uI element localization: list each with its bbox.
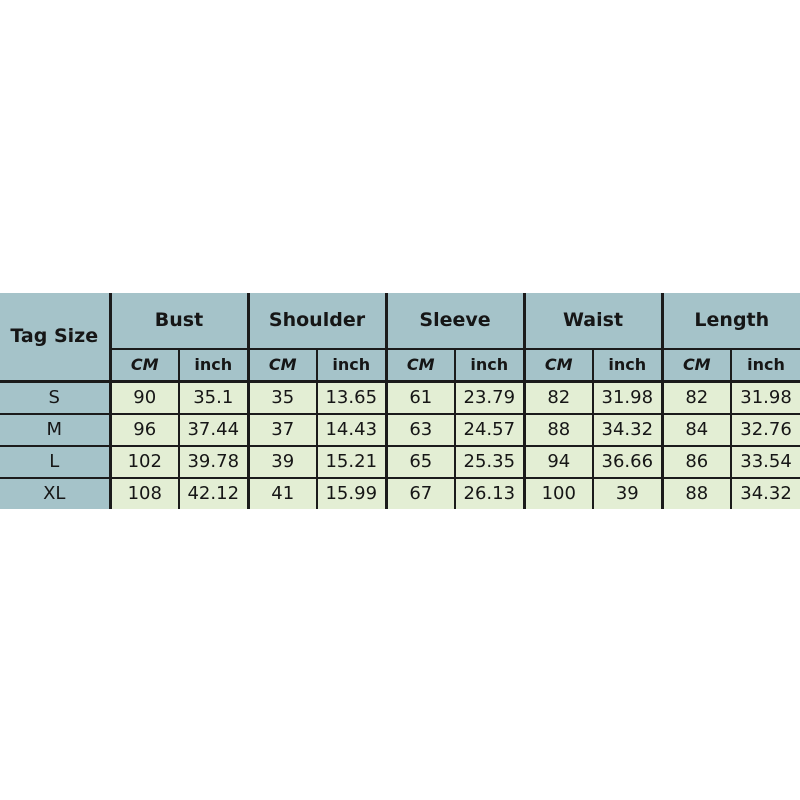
size-label: M — [0, 412, 112, 446]
size-label: XL — [0, 476, 112, 509]
value-cell: 82 — [522, 380, 594, 414]
value-cell: 84 — [660, 412, 732, 446]
value-cell: 63 — [384, 412, 456, 446]
value-cell: 39 — [246, 444, 317, 478]
table-row-s: S 90 35.1 35 13.65 61 23.79 82 31.98 82 … — [0, 380, 800, 414]
value-cell: 88 — [522, 412, 594, 446]
size-label: S — [0, 380, 112, 414]
value-cell: 15.99 — [315, 476, 387, 509]
unit-header-sleeve-cm: CM — [384, 349, 456, 383]
group-header-sleeve: Sleeve — [384, 293, 525, 350]
unit-header-bust-inch: inch — [178, 349, 248, 383]
value-cell: 14.43 — [315, 412, 387, 446]
table-row-l: L 102 39.78 39 15.21 65 25.35 94 36.66 8… — [0, 444, 800, 478]
value-cell: 37.44 — [178, 412, 248, 446]
unit-header-bust-cm: CM — [108, 349, 179, 383]
value-cell: 26.13 — [454, 476, 525, 509]
value-cell: 37 — [246, 412, 317, 446]
value-cell: 31.98 — [730, 380, 800, 414]
value-cell: 34.32 — [730, 476, 800, 509]
unit-header-row: CM inch CM inch CM inch CM inch CM inch — [0, 349, 800, 383]
unit-header-waist-inch: inch — [592, 349, 663, 383]
group-header-waist: Waist — [522, 293, 663, 350]
value-cell: 32.76 — [730, 412, 800, 446]
value-cell: 100 — [522, 476, 594, 509]
table-row-m: M 96 37.44 37 14.43 63 24.57 88 34.32 84… — [0, 412, 800, 446]
value-cell: 86 — [660, 444, 732, 478]
value-cell: 96 — [108, 412, 179, 446]
unit-header-length-cm: CM — [660, 349, 732, 383]
value-cell: 13.65 — [315, 380, 387, 414]
value-cell: 24.57 — [454, 412, 525, 446]
value-cell: 36.66 — [592, 444, 663, 478]
value-cell: 108 — [108, 476, 179, 509]
group-header-shoulder: Shoulder — [246, 293, 387, 350]
group-header-bust: Bust — [108, 293, 248, 350]
value-cell: 61 — [384, 380, 456, 414]
value-cell: 82 — [660, 380, 732, 414]
value-cell: 39 — [592, 476, 663, 509]
value-cell: 23.79 — [454, 380, 525, 414]
group-header-length: Length — [660, 293, 800, 350]
unit-header-shoulder-cm: CM — [246, 349, 317, 383]
unit-header-shoulder-inch: inch — [315, 349, 387, 383]
value-cell: 31.98 — [592, 380, 663, 414]
value-cell: 34.32 — [592, 412, 663, 446]
size-label: L — [0, 444, 112, 478]
size-chart-table: Tag Size Bust Shoulder Sleeve Waist Leng… — [0, 293, 800, 509]
value-cell: 90 — [108, 380, 179, 414]
value-cell: 35.1 — [178, 380, 248, 414]
unit-header-sleeve-inch: inch — [454, 349, 525, 383]
value-cell: 102 — [108, 444, 179, 478]
value-cell: 94 — [522, 444, 594, 478]
value-cell: 88 — [660, 476, 732, 509]
value-cell: 25.35 — [454, 444, 525, 478]
value-cell: 41 — [246, 476, 317, 509]
unit-header-length-inch: inch — [730, 349, 800, 383]
value-cell: 67 — [384, 476, 456, 509]
value-cell: 15.21 — [315, 444, 387, 478]
value-cell: 35 — [246, 380, 317, 414]
value-cell: 39.78 — [178, 444, 248, 478]
value-cell: 42.12 — [178, 476, 248, 509]
value-cell: 33.54 — [730, 444, 800, 478]
unit-header-waist-cm: CM — [522, 349, 594, 383]
value-cell: 65 — [384, 444, 456, 478]
table-row-xl: XL 108 42.12 41 15.99 67 26.13 100 39 88… — [0, 476, 800, 509]
corner-header-tag-size: Tag Size — [0, 293, 112, 383]
group-header-row: Tag Size Bust Shoulder Sleeve Waist Leng… — [0, 293, 800, 383]
